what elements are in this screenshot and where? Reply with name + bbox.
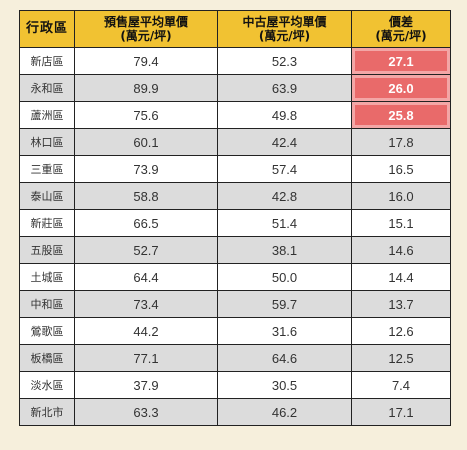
table-row: 中和區 73.4 59.7 13.7 xyxy=(19,290,451,318)
price-difference-cell: 17.8 xyxy=(351,128,451,156)
table-row: 新店區 79.4 52.3 27.1 xyxy=(19,47,451,75)
header-old-price-title: 中古屋平均單價 xyxy=(242,15,327,29)
price-difference-cell: 14.6 xyxy=(351,236,451,264)
district-cell: 泰山區 xyxy=(19,182,75,210)
resale-price-cell: 31.6 xyxy=(217,317,352,345)
presale-price-cell: 66.5 xyxy=(74,209,218,237)
resale-price-cell: 51.4 xyxy=(217,209,352,237)
resale-price-cell: 64.6 xyxy=(217,344,352,372)
resale-price-cell: 50.0 xyxy=(217,263,352,291)
resale-price-cell: 42.8 xyxy=(217,182,352,210)
table-row: 新莊區 66.5 51.4 15.1 xyxy=(19,209,451,237)
resale-price-cell: 59.7 xyxy=(217,290,352,318)
price-difference-cell: 12.5 xyxy=(351,344,451,372)
table-row: 泰山區 58.8 42.8 16.0 xyxy=(19,182,451,210)
table-row: 五股區 52.7 38.1 14.6 xyxy=(19,236,451,264)
table-row: 林口區 60.1 42.4 17.8 xyxy=(19,128,451,156)
resale-price-cell: 30.5 xyxy=(217,371,352,399)
district-cell: 永和區 xyxy=(19,74,75,102)
district-cell: 新店區 xyxy=(19,47,75,75)
table-row: 蘆洲區 75.6 49.8 25.8 xyxy=(19,101,451,129)
price-difference-cell: 7.4 xyxy=(351,371,451,399)
table-row: 新北市 63.3 46.2 17.1 xyxy=(19,398,451,426)
price-comparison-table: 行政區 預售屋平均單價 (萬元/坪) 中古屋平均單價 (萬元/坪) 價差 (萬元… xyxy=(19,10,451,426)
price-difference-cell: 15.1 xyxy=(351,209,451,237)
presale-price-cell: 64.4 xyxy=(74,263,218,291)
presale-price-cell: 44.2 xyxy=(74,317,218,345)
table-row: 三重區 73.9 57.4 16.5 xyxy=(19,155,451,183)
district-cell: 林口區 xyxy=(19,128,75,156)
presale-price-cell: 75.6 xyxy=(74,101,218,129)
presale-price-cell: 58.8 xyxy=(74,182,218,210)
district-cell: 鶯歌區 xyxy=(19,317,75,345)
presale-price-cell: 52.7 xyxy=(74,236,218,264)
price-difference-cell: 16.5 xyxy=(351,155,451,183)
price-difference-cell: 16.0 xyxy=(351,182,451,210)
header-old-price-unit: (萬元/坪) xyxy=(258,29,311,43)
presale-price-cell: 37.9 xyxy=(74,371,218,399)
price-difference-cell: 12.6 xyxy=(351,317,451,345)
presale-price-cell: 77.1 xyxy=(74,344,218,372)
resale-price-cell: 63.9 xyxy=(217,74,352,102)
table-row: 永和區 89.9 63.9 26.0 xyxy=(19,74,451,102)
table-row: 土城區 64.4 50.0 14.4 xyxy=(19,263,451,291)
table-header: 行政區 預售屋平均單價 (萬元/坪) 中古屋平均單價 (萬元/坪) 價差 (萬元… xyxy=(19,10,451,48)
district-cell: 中和區 xyxy=(19,290,75,318)
resale-price-cell: 46.2 xyxy=(217,398,352,426)
district-cell: 板橋區 xyxy=(19,344,75,372)
district-cell: 土城區 xyxy=(19,263,75,291)
presale-price-cell: 73.4 xyxy=(74,290,218,318)
resale-price-cell: 49.8 xyxy=(217,101,352,129)
header-difference-title: 價差 xyxy=(388,15,413,29)
presale-price-cell: 89.9 xyxy=(74,74,218,102)
table-body: 新店區 79.4 52.3 27.1 永和區 89.9 63.9 26.0 蘆洲區 75.6 49.… xyxy=(19,47,451,426)
header-old-price: 中古屋平均單價 (萬元/坪) xyxy=(217,10,352,48)
resale-price-cell: 52.3 xyxy=(217,47,352,75)
header-new-price-unit: (萬元/坪) xyxy=(120,29,172,43)
district-cell: 蘆洲區 xyxy=(19,101,75,129)
price-difference-cell: 13.7 xyxy=(351,290,451,318)
header-difference: 價差 (萬元/坪) xyxy=(351,10,451,48)
district-cell: 新北市 xyxy=(19,398,75,426)
table-row: 鶯歌區 44.2 31.6 12.6 xyxy=(19,317,451,345)
table-row: 板橋區 77.1 64.6 12.5 xyxy=(19,344,451,372)
header-district: 行政區 xyxy=(19,10,75,48)
district-cell: 新莊區 xyxy=(19,209,75,237)
district-cell: 五股區 xyxy=(19,236,75,264)
presale-price-cell: 63.3 xyxy=(74,398,218,426)
presale-price-cell: 60.1 xyxy=(74,128,218,156)
price-difference-cell: 14.4 xyxy=(351,263,451,291)
district-cell: 淡水區 xyxy=(19,371,75,399)
header-new-price: 預售屋平均單價 (萬元/坪) xyxy=(74,10,218,48)
header-difference-unit: (萬元/坪) xyxy=(375,29,427,43)
price-difference-cell: 26.0 xyxy=(351,74,451,102)
price-difference-cell: 27.1 xyxy=(351,47,451,75)
resale-price-cell: 42.4 xyxy=(217,128,352,156)
table-row: 淡水區 37.9 30.5 7.4 xyxy=(19,371,451,399)
price-comparison-table-container: 行政區 預售屋平均單價 (萬元/坪) 中古屋平均單價 (萬元/坪) 價差 (萬元… xyxy=(19,10,451,426)
price-difference-cell: 17.1 xyxy=(351,398,451,426)
resale-price-cell: 38.1 xyxy=(217,236,352,264)
district-cell: 三重區 xyxy=(19,155,75,183)
presale-price-cell: 79.4 xyxy=(74,47,218,75)
header-new-price-title: 預售屋平均單價 xyxy=(103,15,188,29)
resale-price-cell: 57.4 xyxy=(217,155,352,183)
presale-price-cell: 73.9 xyxy=(74,155,218,183)
price-difference-cell: 25.8 xyxy=(351,101,451,129)
header-row: 行政區 預售屋平均單價 (萬元/坪) 中古屋平均單價 (萬元/坪) 價差 (萬元… xyxy=(19,10,451,48)
